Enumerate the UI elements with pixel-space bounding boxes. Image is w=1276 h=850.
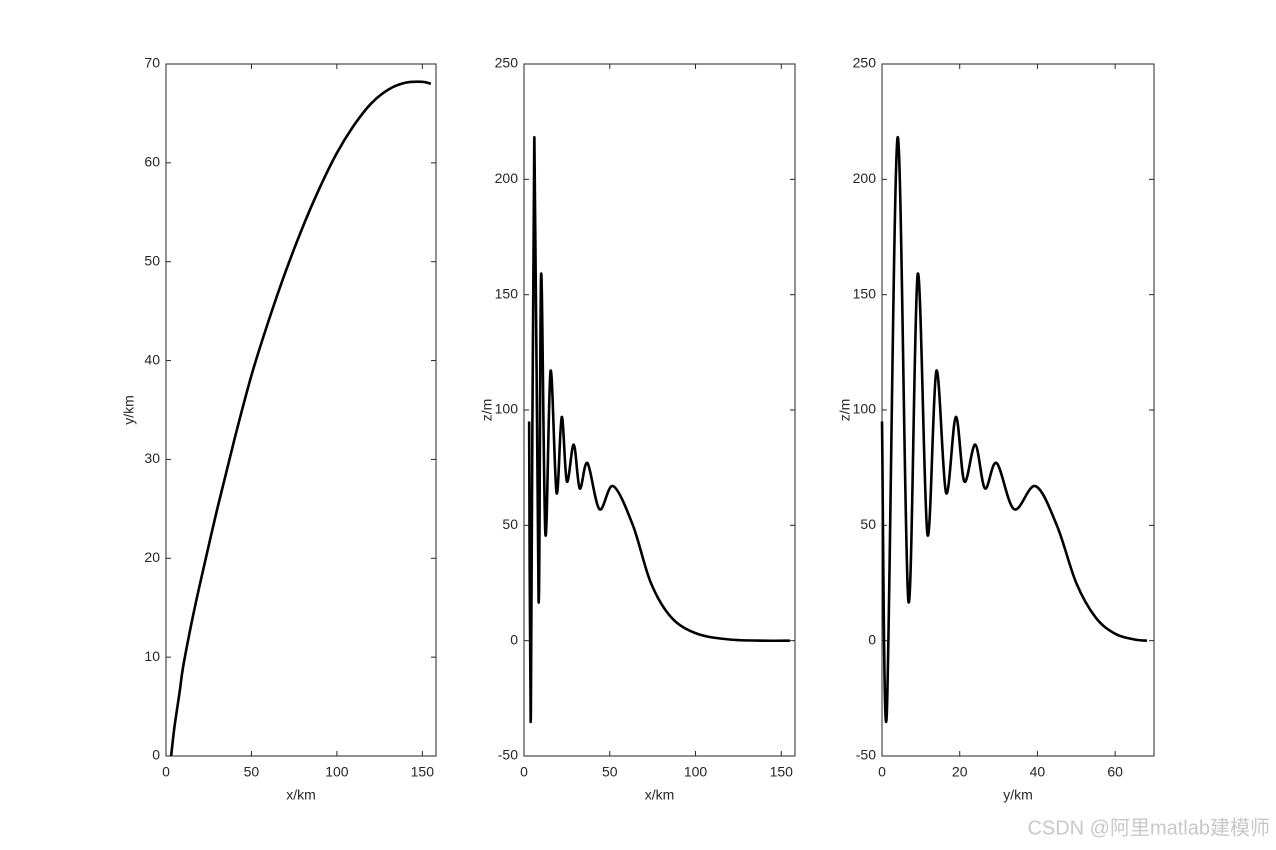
y-tick-label: 40: [144, 351, 160, 367]
y-tick-label: 30: [144, 450, 160, 466]
x-axis-label: x/km: [286, 787, 316, 803]
y-tick-label: -50: [498, 747, 518, 763]
y-tick-label: 70: [144, 55, 160, 71]
y-tick-label: 10: [144, 648, 160, 664]
y-axis-label: y/km: [121, 395, 137, 425]
y-tick-label: 60: [144, 154, 160, 170]
x-axis-label: y/km: [1003, 787, 1033, 803]
x-tick-label: 150: [411, 764, 435, 780]
x-tick-label: 0: [520, 764, 528, 780]
y-tick-label: 100: [495, 401, 519, 417]
x-tick-label: 100: [325, 764, 349, 780]
x-tick-label: 60: [1107, 764, 1123, 780]
y-tick-label: 20: [144, 549, 160, 565]
y-tick-label: 250: [853, 55, 877, 71]
x-tick-label: 50: [602, 764, 618, 780]
x-tick-label: 40: [1030, 764, 1046, 780]
y-axis-label: z/m: [837, 399, 853, 422]
data-line: [169, 80, 432, 757]
y-tick-label: 200: [853, 170, 877, 186]
y-tick-label: 50: [860, 516, 876, 532]
y-tick-label: 0: [152, 747, 160, 763]
y-tick-label: 50: [144, 252, 160, 268]
y-tick-label: 250: [495, 55, 519, 71]
y-tick-label: 100: [853, 401, 877, 417]
y-axis-label: z/m: [479, 399, 495, 422]
x-tick-label: 20: [952, 764, 968, 780]
axes-box: [165, 63, 437, 757]
x-tick-label: 100: [684, 764, 708, 780]
watermark: CSDN @阿里matlab建模师: [1027, 816, 1270, 839]
y-tick-label: 0: [510, 631, 518, 647]
x-axis-label: x/km: [645, 787, 675, 803]
y-tick-label: 0: [868, 631, 876, 647]
y-tick-label: -50: [856, 747, 876, 763]
y-tick-label: 50: [502, 516, 518, 532]
data-line: [880, 136, 1148, 723]
x-tick-label: 0: [878, 764, 886, 780]
x-tick-label: 150: [770, 764, 794, 780]
x-tick-label: 50: [244, 764, 260, 780]
y-tick-label: 200: [495, 170, 519, 186]
x-tick-label: 0: [162, 764, 170, 780]
y-tick-label: 150: [495, 285, 519, 301]
y-tick-label: 150: [853, 285, 877, 301]
data-line: [527, 136, 790, 723]
